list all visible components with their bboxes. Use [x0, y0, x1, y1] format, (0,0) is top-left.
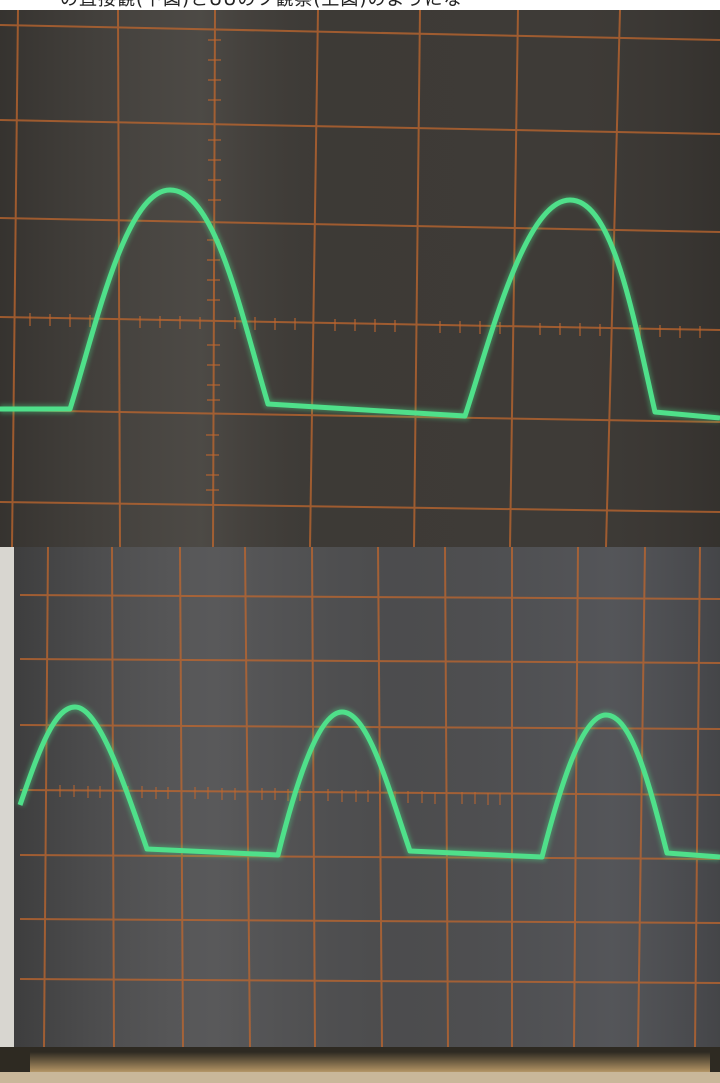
caption-strip: の直接観(下図)とUUのフ観察(上図)のようにな [0, 0, 720, 10]
caption-text: の直接観(下図)とUUのフ観察(上図)のようにな [60, 0, 462, 10]
waveform-trace [17, 704, 720, 860]
bezel-frame [0, 1072, 720, 1083]
oscilloscope-screen-top [0, 10, 720, 547]
graticule-minor-ticks [29, 39, 701, 491]
bezel-left-edge [0, 547, 14, 1083]
waveform-trace [0, 187, 720, 421]
oscilloscope-screen-bottom [0, 547, 720, 1083]
oscilloscope-photo-top [0, 10, 720, 547]
screen-glare [0, 547, 720, 1083]
oscilloscope-photo-bottom [0, 547, 720, 1083]
graticule-grid [19, 547, 720, 1048]
